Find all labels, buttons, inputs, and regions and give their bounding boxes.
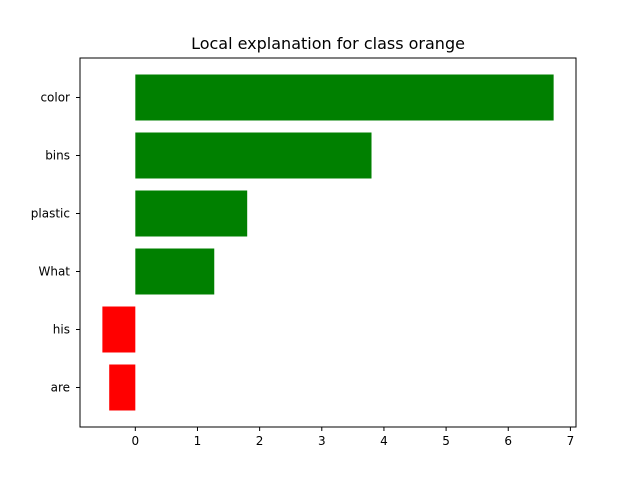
category-label-what: What [38,265,70,279]
bar-plastic [135,190,248,237]
x-tick-label: 1 [194,434,202,448]
bar-color [135,74,554,121]
x-ticks-group: 0 1 2 3 4 5 6 7 [131,427,574,448]
x-tick-label: 5 [442,434,450,448]
bars-group [102,74,554,411]
bar-his [102,306,136,353]
bar-are [109,364,136,411]
category-labels-group: color bins plastic What his are [31,91,80,395]
x-tick-label: 2 [256,434,264,448]
plot-frame [79,57,577,428]
x-tick-label: 3 [318,434,326,448]
chart-title: Local explanation for class orange [191,34,465,53]
bar-what [135,248,215,295]
category-label-bins: bins [45,149,70,163]
x-tick-label: 7 [567,434,575,448]
category-label-plastic: plastic [31,207,70,221]
category-label-his: his [53,323,70,337]
bar-bins [135,132,372,179]
x-tick-label: 6 [504,434,512,448]
x-tick-label: 4 [380,434,388,448]
x-tick-label: 0 [131,434,139,448]
category-label-color: color [40,91,70,105]
category-label-are: are [51,381,70,395]
